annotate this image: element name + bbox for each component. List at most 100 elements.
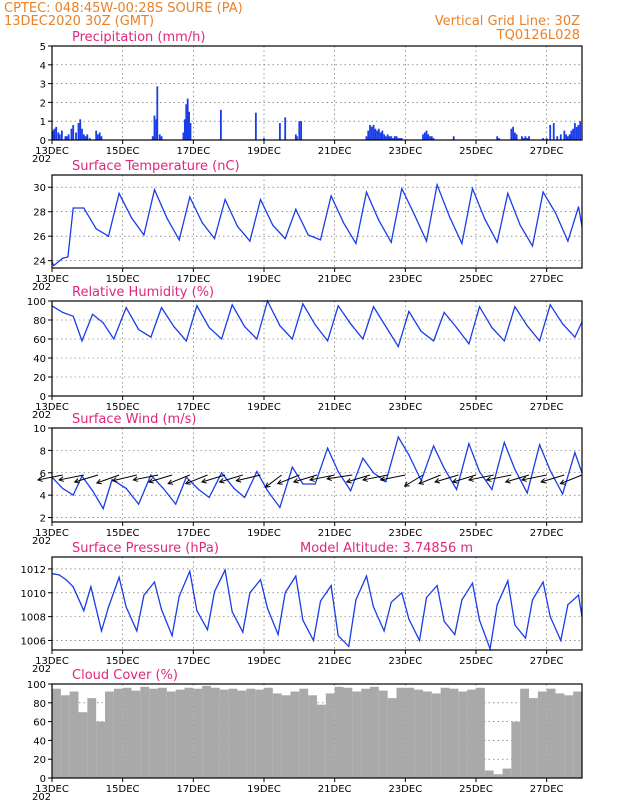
pres-point <box>302 619 304 621</box>
cloud-bar <box>493 774 503 778</box>
y-tick-label: 8 <box>40 446 46 457</box>
x-tick-label: 21DEC <box>318 528 352 539</box>
precip-bar <box>52 130 54 140</box>
y-tick-label: 80 <box>33 316 46 327</box>
rh-point <box>150 336 152 338</box>
temp-point <box>484 218 486 220</box>
rh-point <box>314 324 316 326</box>
precip-bar <box>552 123 555 140</box>
precip-bar <box>88 138 91 140</box>
y-tick-label: 26 <box>33 232 46 243</box>
wind-point <box>408 454 410 456</box>
y-tick-label: 24 <box>33 257 46 268</box>
y-tick-label: 6 <box>40 469 46 480</box>
wind-frame <box>51 427 583 523</box>
rh-point <box>455 327 458 329</box>
wind-arrow-shaft <box>486 474 512 481</box>
precip-bar <box>294 134 297 140</box>
y-tick-label: 40 <box>33 736 46 747</box>
precip-bar <box>160 136 163 140</box>
pres-point <box>90 586 92 588</box>
pres-point <box>425 596 428 599</box>
wind-arrow-head <box>184 479 191 485</box>
x-tick-label: 15DEC <box>106 528 140 539</box>
wind-point <box>337 471 339 473</box>
y-tick-label: 100 <box>27 680 46 691</box>
rh-point <box>81 340 83 342</box>
precip-bar <box>381 130 384 140</box>
rh-point <box>561 323 564 325</box>
precip-bar <box>183 119 186 140</box>
cloud-bar <box>87 698 97 778</box>
pres-point <box>436 585 438 587</box>
x-year-label-clipped: 202 <box>32 154 51 165</box>
pres-title: Surface Pressure (hPa) <box>72 541 219 556</box>
y-tick-label: 20 <box>33 373 46 384</box>
wind-point <box>433 445 435 447</box>
cloud-bar <box>325 693 335 778</box>
y-tick-label: 4 <box>40 61 46 72</box>
cloud-bar <box>140 686 150 778</box>
pres-point <box>454 633 456 636</box>
rh-point <box>173 326 175 328</box>
wind-arrow-shaft <box>521 474 547 481</box>
cloud-bar <box>52 688 61 778</box>
temp-point <box>577 206 580 208</box>
x-tick-label: 25DEC <box>459 146 493 157</box>
pres-point <box>319 600 322 602</box>
rh-point <box>208 327 210 329</box>
precip-bar <box>298 121 301 140</box>
wind-point <box>175 503 177 505</box>
wind-arrow-shaft <box>185 474 208 485</box>
cloud-bar <box>343 687 353 778</box>
precip-bar <box>369 124 371 140</box>
precip-bar <box>67 134 70 140</box>
cloud-bar <box>131 690 141 778</box>
wind-arrow-shaft <box>236 474 261 482</box>
rh-point <box>62 311 64 313</box>
wind-point <box>221 472 223 474</box>
precip-bar <box>570 130 573 140</box>
precip-bar <box>526 138 529 140</box>
rh-point <box>185 340 187 342</box>
precip-bar <box>75 132 77 140</box>
x-tick-label: 17DEC <box>176 528 210 539</box>
precip-bar <box>300 121 302 140</box>
wind-point <box>266 490 269 492</box>
temp-point <box>542 191 544 193</box>
temp-point <box>249 240 251 242</box>
pres-point <box>390 601 392 603</box>
pres-point <box>160 608 163 611</box>
temp-point <box>496 241 498 243</box>
precip-bar <box>295 136 298 140</box>
pres-point <box>249 592 251 594</box>
precip-bar <box>423 132 426 140</box>
wind-point <box>443 467 445 469</box>
cloud-bar <box>211 687 220 778</box>
cloud-bar <box>228 688 238 778</box>
temp-point <box>567 240 569 242</box>
temp-point <box>118 192 120 194</box>
y-tick-label: 100 <box>27 297 46 308</box>
precip-bar <box>189 123 192 140</box>
cloud-bar <box>449 688 459 778</box>
x-tick-label: 27DEC <box>530 528 564 539</box>
precip-bar <box>572 128 575 140</box>
pres-point <box>143 594 145 596</box>
cloud-bar <box>166 691 176 778</box>
precip-bar <box>53 128 56 140</box>
precip-bar <box>100 136 103 140</box>
x-tick-label: 15DEC <box>106 402 140 413</box>
x-tick-label: 17DEC <box>176 274 210 285</box>
header-date: 13DEC2020 30Z (GMT) <box>4 14 154 29</box>
x-tick-label: 17DEC <box>176 656 210 667</box>
x-tick-label: 27DEC <box>530 146 564 157</box>
header-grid-note: Vertical Grid Line: 30Z <box>435 14 580 29</box>
precip-bar <box>153 115 156 140</box>
x-tick-label: 23DEC <box>388 528 422 539</box>
cloud-bar <box>387 698 397 778</box>
temp-point <box>390 241 392 243</box>
cloud-bar <box>414 689 423 778</box>
precip-bar <box>379 132 382 140</box>
y-tick-label: 1008 <box>21 613 46 624</box>
